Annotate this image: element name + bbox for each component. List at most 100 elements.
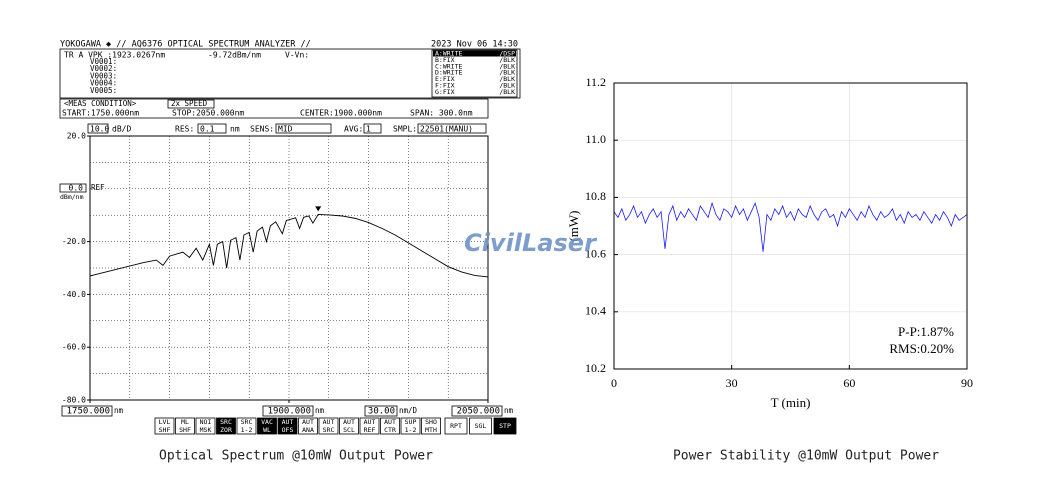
softkey: [400, 417, 421, 435]
watermark: CivilLaser: [464, 229, 598, 257]
date: 2023 Nov 06 14:30: [431, 40, 518, 50]
softkey: [175, 417, 195, 435]
trace-mode: /BLK: [499, 88, 515, 96]
meas-speed: 2x SPEED: [171, 99, 208, 108]
softkey-label: AUT: [364, 418, 376, 426]
softkey: [257, 417, 277, 435]
setting: MID: [278, 125, 293, 134]
softkey-label: SCL: [343, 426, 355, 434]
softkey-label: VAC: [261, 418, 273, 426]
softkey-label: 1-2: [241, 426, 253, 434]
softkey: [469, 417, 492, 435]
x-div-unit: nm/D: [399, 406, 418, 415]
softkey: [216, 417, 236, 435]
caption: Power Stability @10mW Output Power: [673, 449, 939, 464]
y-tick-label: -80.0: [62, 396, 86, 405]
softkey: [444, 417, 468, 435]
setting: SENS:: [250, 125, 274, 134]
setting: dB/D: [112, 125, 131, 134]
setting: nm: [230, 125, 240, 134]
softkey-label: SHO: [425, 418, 437, 426]
ref-unit: dBm/nm: [60, 193, 84, 201]
y-tick-label: 10.8: [585, 189, 606, 203]
trace-name: G:FIX: [435, 88, 455, 96]
marker-line: V0002:: [90, 64, 117, 73]
x-axis-label: T (min): [771, 395, 811, 410]
softkey-label: LVL: [159, 418, 171, 426]
x-tick-label: 1750.000: [67, 407, 110, 417]
ref-label: REF: [91, 183, 105, 192]
marker-line: V0001:: [90, 57, 117, 66]
speed-box: [167, 99, 215, 109]
trace-mode: /DSP: [499, 50, 515, 58]
x-tick-label: 1900.000: [268, 407, 311, 417]
y-tick-label: 11.0: [585, 132, 606, 146]
softkey: [298, 417, 318, 435]
softkey-label: AUT: [282, 418, 294, 426]
softkey: [493, 417, 517, 435]
softkey-label: CTR: [384, 426, 396, 434]
caption: Optical Spectrum @10mW Output Power: [159, 449, 433, 464]
softkey: [339, 417, 359, 435]
annotation: P-P:1.87%: [898, 324, 954, 339]
softkey-label: SUP: [405, 418, 417, 426]
meas-title: <MEAS CONDITION>: [64, 99, 137, 108]
x-tick-label: 2050.000: [457, 407, 500, 417]
x-tick-box: [262, 405, 314, 417]
setting: SMPL:: [393, 125, 417, 134]
softkey-label: ML: [181, 418, 189, 426]
x-tick-label: 60: [843, 376, 855, 390]
softkey-label: SGL: [475, 422, 487, 430]
trace-name: B:FIX: [435, 56, 455, 64]
softkey: [236, 417, 257, 435]
softkey-label: WL: [263, 426, 271, 434]
softkey-label: AUT: [302, 418, 314, 426]
softkey: [154, 417, 175, 435]
softkey-label: AUT: [384, 418, 396, 426]
setting: RES:: [175, 125, 194, 134]
softkey-label: ANA: [302, 426, 314, 434]
setting-box: [275, 123, 332, 134]
y-tick-label: 11.2: [585, 75, 606, 89]
setting-box: [197, 123, 227, 134]
marker-line: V0003:: [90, 71, 117, 80]
trace-mode: /BLK: [499, 82, 515, 90]
softkey: [380, 417, 400, 435]
x-div: 30.00: [368, 407, 395, 417]
marker-trace: TR A VPK :1923.0267nm: [64, 51, 165, 60]
trace-box: [431, 49, 518, 98]
y-tick-label: 20.0: [67, 132, 86, 141]
x-tick-box: [61, 405, 113, 417]
y-tick-label: -40.0: [62, 290, 86, 299]
softkey-label: MSK: [200, 426, 212, 434]
softkey-label: SRC: [241, 418, 253, 426]
trace-mode: /BLK: [499, 62, 515, 70]
peak-marker: [315, 206, 322, 212]
meas-stop: STOP:2050.000nm: [172, 109, 244, 118]
softkey-label: AUT: [323, 418, 335, 426]
trace-mode: /BLK: [499, 69, 515, 77]
softkey-label: OFS: [282, 426, 294, 434]
trace-name: F:FIX: [435, 82, 455, 90]
softkey-label: MTH: [425, 426, 437, 434]
setting-box: [417, 123, 487, 134]
y-tick-label: -60.0: [62, 343, 86, 352]
trace-name: C:WRITE: [435, 62, 462, 70]
softkey-label: STP: [499, 422, 511, 430]
softkey: [421, 417, 441, 435]
trace-name: A:WRITE: [435, 50, 462, 58]
meas-start: START:1750.000nm: [62, 109, 139, 118]
trace-mode: /BLK: [499, 75, 515, 83]
marker-line: V0005:: [90, 86, 117, 95]
setting: 22501(MANU): [420, 125, 473, 134]
ref-value: 0.0: [69, 184, 84, 193]
setting: 0.1: [200, 125, 215, 134]
softkey-label: SRC: [220, 418, 232, 426]
softkey-label: SHF: [179, 426, 191, 434]
softkey: [277, 417, 298, 435]
x-tick-box: [451, 405, 503, 417]
marker-line: V0004:: [90, 79, 117, 88]
y-tick-label: -20.0: [62, 237, 86, 246]
